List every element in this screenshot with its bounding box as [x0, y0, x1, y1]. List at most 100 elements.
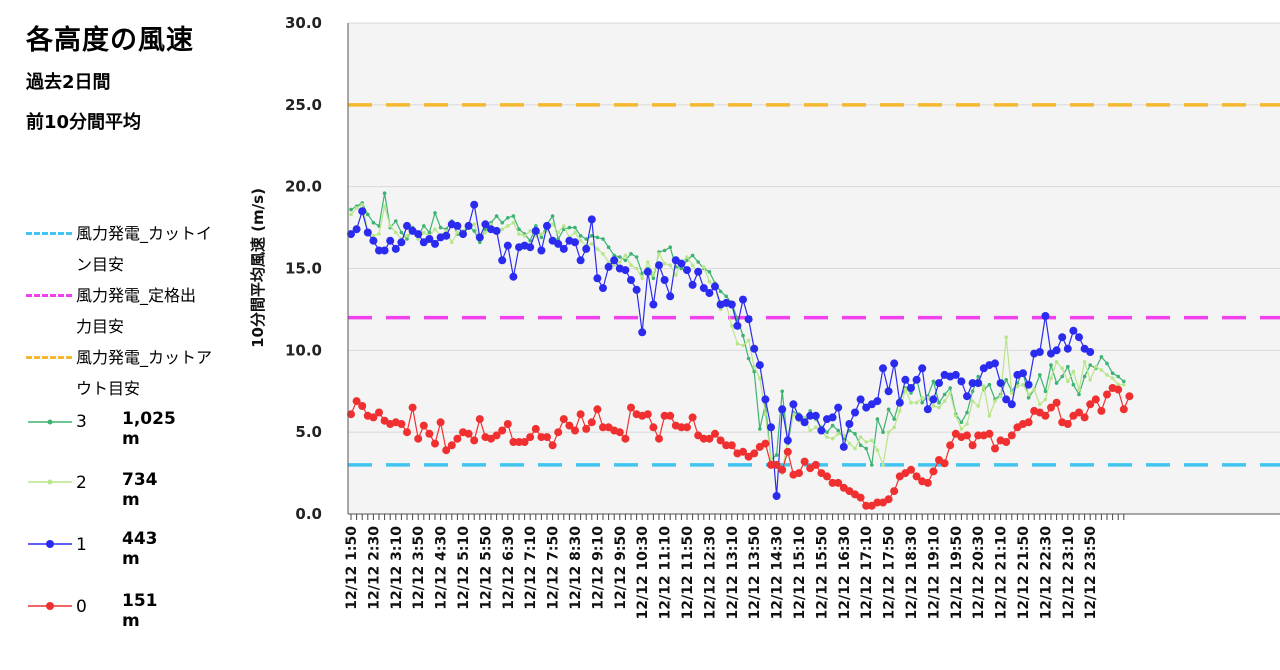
data-point — [886, 407, 891, 412]
data-point — [433, 227, 437, 231]
legend-num-series-0: 0 — [76, 597, 87, 617]
data-point — [674, 273, 678, 277]
data-point — [382, 191, 387, 195]
data-point — [890, 359, 899, 368]
data-point — [358, 402, 367, 410]
data-point — [668, 245, 672, 249]
data-point — [830, 423, 835, 428]
data-point — [587, 215, 596, 224]
data-point — [685, 258, 689, 263]
data-point — [795, 413, 803, 422]
data-point — [940, 459, 949, 468]
data-point — [1004, 335, 1008, 340]
data-point — [593, 274, 602, 283]
data-point — [929, 395, 938, 404]
data-point — [399, 230, 404, 235]
data-point — [991, 444, 999, 453]
data-point — [996, 379, 1005, 388]
legend-label-cut-in-1: 風力発電_カットイ — [76, 224, 213, 243]
data-point — [690, 253, 695, 258]
data-point — [767, 460, 775, 469]
data-point — [668, 263, 672, 268]
legend-swatch-cut-in — [26, 232, 72, 235]
data-point — [772, 492, 781, 500]
data-point — [727, 300, 736, 309]
data-point — [780, 389, 784, 394]
data-point — [823, 472, 831, 481]
x-tick-label: 12/12 17:50 — [882, 526, 898, 620]
data-point — [612, 253, 616, 258]
data-point — [1015, 384, 1020, 389]
legend-swatch-cut-out — [26, 356, 72, 359]
data-point — [778, 465, 787, 474]
data-point — [959, 420, 964, 425]
y-tick-label: 25.0 — [285, 96, 322, 114]
data-point — [347, 410, 355, 419]
x-tick-label: 12/12 23:50 — [1083, 526, 1099, 620]
data-point — [847, 441, 852, 446]
legend-swatch-series-0 — [28, 602, 72, 610]
data-point — [369, 413, 378, 422]
data-point — [873, 397, 882, 406]
data-point — [548, 441, 557, 450]
data-point — [498, 426, 507, 435]
data-point — [394, 230, 398, 235]
data-point — [683, 423, 691, 432]
data-point — [750, 344, 759, 353]
data-point — [772, 460, 781, 469]
data-point — [898, 409, 902, 413]
data-point — [688, 280, 697, 289]
data-point — [436, 418, 445, 427]
data-point — [1049, 376, 1053, 381]
data-point — [472, 229, 477, 233]
data-point — [506, 224, 510, 228]
data-point — [503, 241, 512, 250]
data-point — [825, 430, 829, 435]
y-axis-ticks: 0.0 5.0 10.0 15.0 20.0 25.0 30.0 — [285, 14, 322, 523]
x-tick-label: 12/12 3:50 — [411, 526, 427, 610]
data-point — [582, 424, 591, 433]
data-point — [830, 436, 835, 441]
data-point — [649, 423, 658, 432]
data-point — [918, 364, 927, 373]
data-point — [539, 232, 544, 236]
data-point — [388, 224, 393, 228]
data-point — [1103, 390, 1111, 399]
data-point — [892, 425, 896, 430]
data-point — [1075, 333, 1083, 342]
data-point — [856, 493, 865, 502]
data-point — [534, 224, 538, 228]
x-tick-label: 12/12 4:30 — [434, 526, 450, 610]
x-tick-label: 12/12 21:10 — [994, 526, 1010, 620]
legend-altitude-series-3: 1,025 m — [122, 409, 176, 449]
data-point — [1002, 438, 1011, 446]
data-point — [959, 427, 964, 431]
data-point — [929, 467, 938, 476]
data-point — [1026, 396, 1031, 400]
x-tick-label: 12/12 5:10 — [456, 526, 472, 610]
data-point — [873, 498, 882, 507]
data-point — [573, 225, 577, 230]
data-point — [627, 276, 635, 284]
data-point — [380, 246, 389, 255]
data-point — [433, 211, 437, 215]
averaging-subtitle: 前10分間平均 — [26, 112, 142, 133]
data-point — [1047, 403, 1055, 412]
data-point — [884, 495, 893, 504]
data-point — [1043, 397, 1048, 402]
data-point — [371, 234, 376, 238]
data-point — [1082, 360, 1087, 364]
data-point — [500, 220, 505, 225]
data-point — [565, 421, 574, 430]
data-point — [998, 394, 1003, 399]
data-point — [414, 434, 423, 443]
data-point — [903, 387, 908, 392]
data-point — [511, 214, 516, 218]
data-point — [450, 240, 454, 245]
data-point — [987, 382, 992, 387]
data-point — [808, 428, 812, 433]
data-point — [416, 237, 421, 241]
data-point — [431, 439, 439, 448]
data-point — [492, 226, 501, 235]
data-point — [638, 328, 647, 337]
